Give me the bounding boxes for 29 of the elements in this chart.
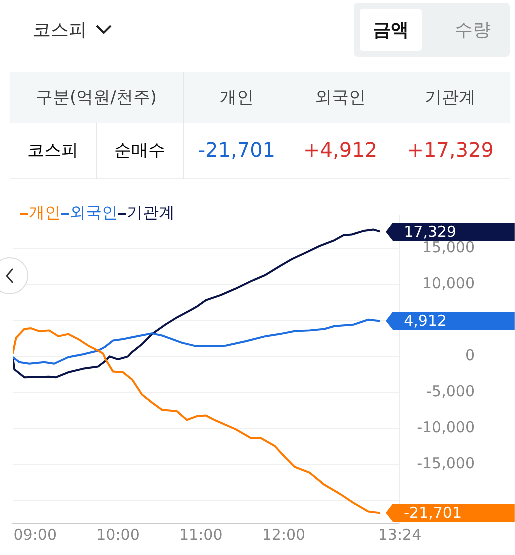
text: 기관계 — [425, 88, 476, 108]
y-tick-label: 0 — [465, 346, 475, 365]
text: +17,329 — [406, 137, 495, 164]
y-tick-label: -10,000 — [417, 418, 475, 437]
chart-title: 코스피 — [33, 19, 87, 42]
text: 금액 — [360, 9, 422, 51]
data-label: -21,701 — [404, 504, 462, 522]
x-tick-label: 12:00 — [262, 526, 306, 544]
x-tick-label: 13:24 — [378, 526, 422, 544]
text: 개인 — [220, 88, 254, 108]
text: 외국인 — [315, 88, 366, 108]
text: -21,701 — [197, 137, 277, 164]
text: 순매수 — [96, 123, 184, 178]
y-tick-label: -5,000 — [426, 382, 475, 401]
legend-label: 개인 — [28, 203, 61, 224]
data-label: 4,912 — [404, 312, 448, 330]
x-tick-label: 11:00 — [179, 526, 223, 544]
data-label: 17,329 — [404, 222, 457, 241]
x-tick-label: 09:00 — [14, 526, 57, 544]
legend-label: 외국인 — [69, 203, 118, 224]
x-tick-label: 10:00 — [96, 526, 140, 544]
text: 수량 — [454, 19, 492, 43]
y-tick-label: 15,000 — [422, 238, 475, 256]
text: +4,912 — [302, 137, 379, 164]
text: 코스피 — [10, 123, 96, 178]
y-tick-label: 10,000 — [422, 274, 475, 292]
legend-label: 기관계 — [126, 203, 175, 224]
y-tick-label: -15,000 — [417, 454, 475, 473]
text: 구분(억원/천주) — [10, 72, 184, 123]
